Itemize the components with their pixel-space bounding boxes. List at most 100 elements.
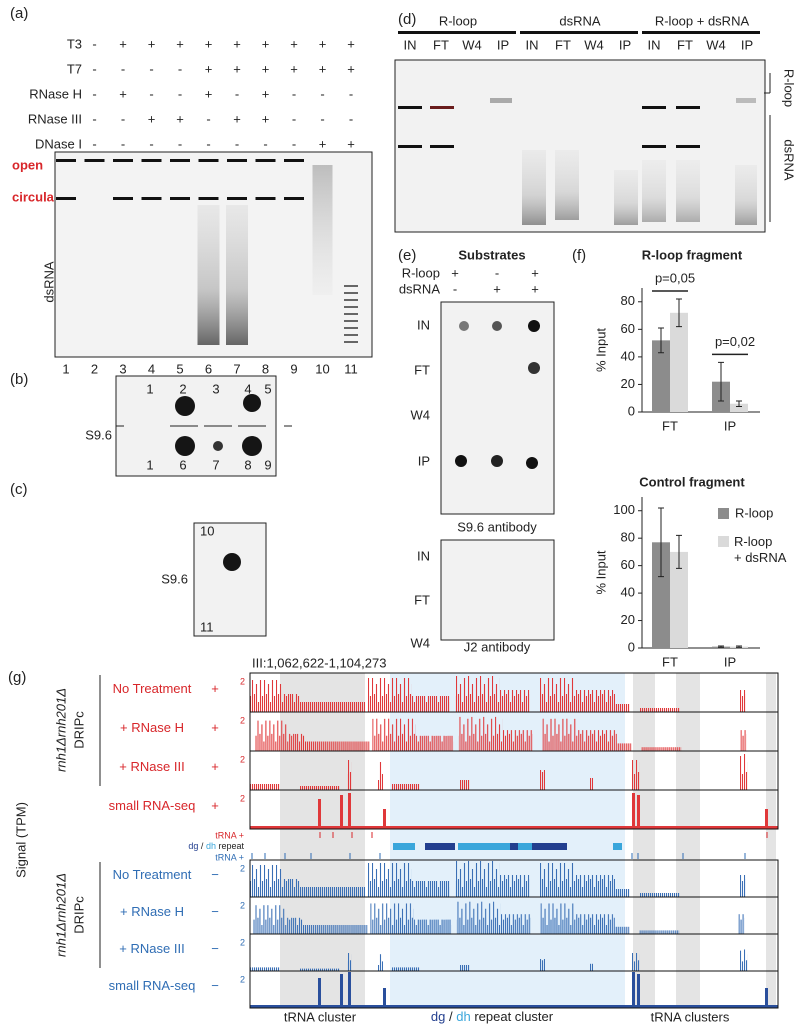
- shape: [430, 145, 454, 148]
- treatment-sign: +: [290, 61, 298, 76]
- lane-number: 7: [233, 361, 240, 376]
- side-label: R-loop: [782, 69, 797, 107]
- treatment-sign: +: [119, 36, 127, 51]
- repeat: repeat cluster: [474, 1009, 553, 1024]
- y-tick-label: 80: [621, 530, 635, 545]
- shape: [766, 673, 776, 1008]
- group-label: dsRNA: [559, 13, 601, 28]
- strand: +: [211, 759, 219, 774]
- track-label: + RNase H: [120, 904, 184, 919]
- lane-label: IP: [619, 37, 631, 52]
- dot-number: 2: [179, 381, 186, 396]
- treatment-sign: -: [320, 111, 324, 126]
- panel-label: (f): [572, 247, 586, 264]
- treatment-sign: +: [319, 36, 327, 51]
- band: [255, 159, 276, 162]
- label: -: [495, 265, 499, 280]
- track-frames: [249, 672, 779, 1009]
- treatment-sign: +: [176, 36, 184, 51]
- slash: /: [201, 841, 204, 851]
- lane-label: IN: [404, 37, 417, 52]
- treatment-sign: +: [347, 36, 355, 51]
- shape: [633, 673, 655, 1008]
- dh: dh: [206, 841, 216, 851]
- shape: [614, 170, 638, 225]
- coordinates: III:1,062,622-1,104,273: [252, 655, 386, 670]
- lane-label: FT: [433, 37, 449, 52]
- p-value: p=0,02: [715, 334, 755, 349]
- band: [284, 197, 304, 200]
- ladder-band: [344, 320, 358, 322]
- panel-label: (d): [398, 11, 416, 28]
- lane-label: IN: [648, 37, 661, 52]
- treatment-sign: +: [319, 61, 327, 76]
- dot-number: 9: [264, 457, 271, 472]
- ladder-band: [344, 299, 358, 301]
- panel-title: Substrates: [458, 247, 525, 262]
- label: +: [451, 265, 459, 280]
- shape: [390, 673, 625, 1008]
- treatment-sign: -: [92, 86, 96, 101]
- feature-ticks: [251, 832, 768, 859]
- lane-label: FT: [677, 37, 693, 52]
- shape: [458, 843, 510, 850]
- y-tick-label: 40: [621, 348, 635, 363]
- shape: [393, 843, 415, 850]
- band: [56, 159, 76, 162]
- shaded-regions: [280, 673, 776, 1008]
- blot: [440, 539, 555, 641]
- ladder-band: [344, 292, 358, 294]
- shape: [430, 106, 454, 109]
- dg: dg: [431, 1009, 445, 1024]
- smear: [312, 165, 333, 295]
- dot-number: 1: [146, 381, 153, 396]
- smear: [226, 205, 248, 345]
- label: W4: [411, 407, 431, 422]
- label: FT: [414, 362, 430, 377]
- x-tick-label: FT: [662, 418, 678, 433]
- band: [227, 159, 247, 162]
- strand: +: [211, 798, 219, 813]
- y-tick-label: 20: [621, 612, 635, 627]
- treatment-sign: +: [119, 86, 127, 101]
- treatment-sign: +: [262, 111, 270, 126]
- treatment-sign: -: [349, 86, 353, 101]
- shape: [492, 321, 502, 331]
- label: dsRNA: [399, 281, 441, 296]
- lane-label: IP: [741, 37, 753, 52]
- treatment-sign: +: [205, 36, 213, 51]
- lane-label: IN: [526, 37, 539, 52]
- lane-number: 1: [62, 361, 69, 376]
- label: +: [531, 281, 539, 296]
- y-tick-label: 60: [621, 557, 635, 572]
- y-axis-label: Signal (TPM): [13, 802, 28, 878]
- shape: [251, 853, 746, 859]
- shape: [510, 843, 518, 850]
- shape: [676, 673, 700, 1008]
- y-tick-label: 100: [613, 502, 635, 517]
- treatment-sign: -: [206, 136, 210, 151]
- repeat: repeat: [218, 841, 244, 851]
- row-label: RNase III: [28, 111, 82, 126]
- bar-charts: R-loop fragment % Input 0 20 40 60 80 FT p=0,05 I…: [593, 247, 773, 669]
- treatment-sign: -: [178, 86, 182, 101]
- treatment-sign: +: [205, 86, 213, 101]
- lane-headers: R-loop IN FT W4 IP dsRNA IN FT W4 IP R-loop + dsRN…: [398, 13, 760, 52]
- band-label: open: [12, 157, 43, 172]
- lane-number: 11: [344, 361, 358, 376]
- gel: [394, 59, 766, 233]
- treatment-sign: -: [121, 111, 125, 126]
- shape: [528, 320, 540, 332]
- lane-number: 3: [119, 361, 126, 376]
- treatment-sign: -: [92, 36, 96, 51]
- dot-number: 10: [200, 523, 214, 538]
- y-tick-label: 20: [621, 376, 635, 391]
- shape: [555, 150, 579, 220]
- treatment-sign: -: [235, 86, 239, 101]
- region-label: dsRNA: [41, 261, 56, 303]
- shape: [642, 145, 666, 148]
- region-label: tRNA clusters: [651, 1009, 730, 1024]
- treatment-sign: +: [319, 136, 327, 151]
- track-label: No Treatment: [113, 867, 192, 882]
- treatment-sign: +: [347, 61, 355, 76]
